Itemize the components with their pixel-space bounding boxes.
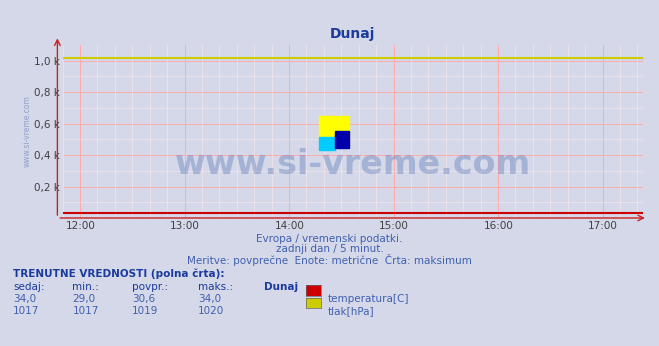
Text: www.si-vreme.com: www.si-vreme.com — [175, 148, 530, 181]
Text: Dunaj: Dunaj — [264, 282, 298, 292]
Text: tlak[hPa]: tlak[hPa] — [328, 306, 374, 316]
Text: min.:: min.: — [72, 282, 100, 292]
Text: 1017: 1017 — [72, 306, 99, 316]
Text: www.si-vreme.com: www.si-vreme.com — [22, 95, 32, 167]
Text: temperatura[C]: temperatura[C] — [328, 294, 409, 304]
Text: sedaj:: sedaj: — [13, 282, 45, 292]
Text: 1019: 1019 — [132, 306, 158, 316]
Title: Dunaj: Dunaj — [330, 27, 375, 41]
Text: Evropa / vremenski podatki.: Evropa / vremenski podatki. — [256, 234, 403, 244]
Text: povpr.:: povpr.: — [132, 282, 168, 292]
Text: TRENUTNE VREDNOSTI (polna črta):: TRENUTNE VREDNOSTI (polna črta): — [13, 268, 225, 279]
Text: Meritve: povprečne  Enote: metrične  Črta: maksimum: Meritve: povprečne Enote: metrične Črta:… — [187, 254, 472, 266]
Bar — [319, 137, 335, 151]
Text: 29,0: 29,0 — [72, 294, 96, 304]
Text: maks.:: maks.: — [198, 282, 233, 292]
Text: 34,0: 34,0 — [13, 294, 36, 304]
Text: 30,6: 30,6 — [132, 294, 155, 304]
Text: 1017: 1017 — [13, 306, 40, 316]
Text: 1020: 1020 — [198, 306, 224, 316]
Bar — [335, 131, 349, 148]
Text: 34,0: 34,0 — [198, 294, 221, 304]
Bar — [319, 116, 349, 139]
Text: zadnji dan / 5 minut.: zadnji dan / 5 minut. — [275, 244, 384, 254]
